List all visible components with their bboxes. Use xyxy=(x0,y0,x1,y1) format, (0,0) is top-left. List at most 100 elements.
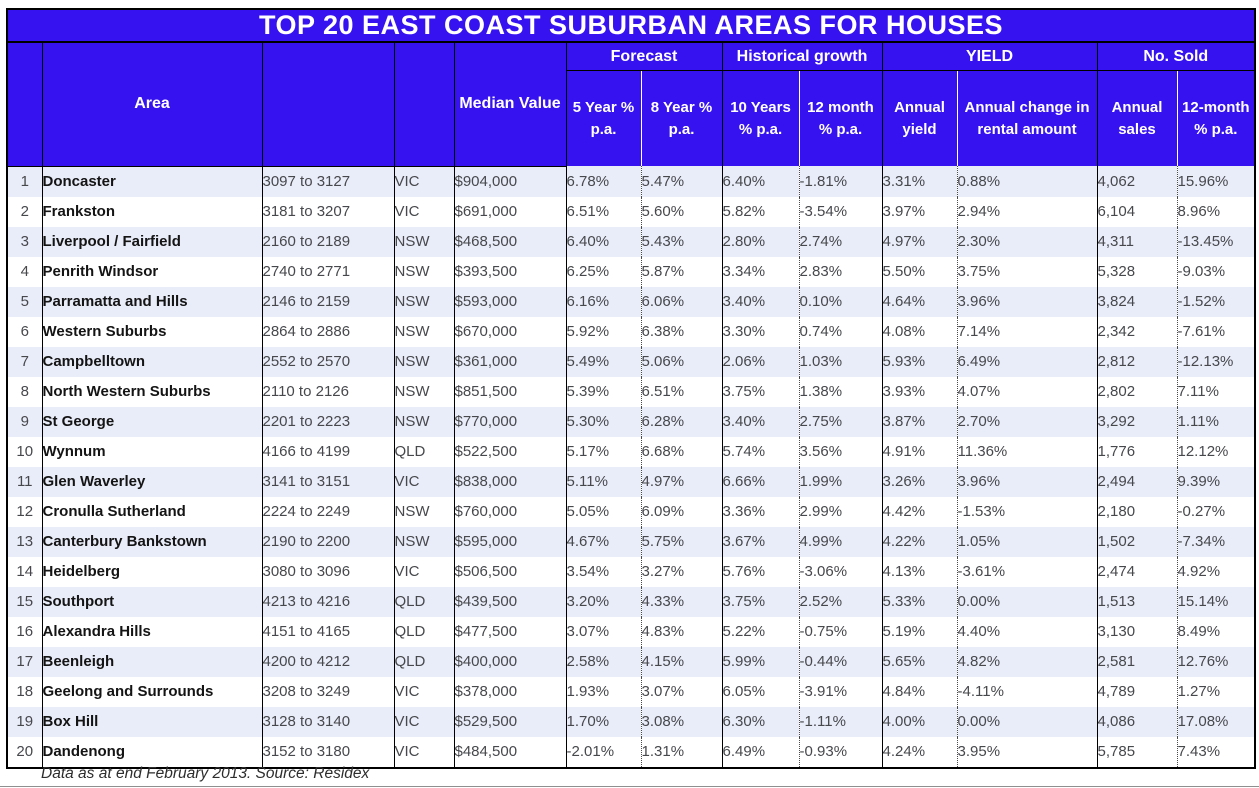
forecast-8yr-cell: 5.06% xyxy=(641,346,723,377)
state-cell: VIC xyxy=(394,556,455,587)
forecast-8yr-cell: 4.97% xyxy=(641,466,723,497)
forecast-8yr-cell: 3.08% xyxy=(641,706,723,737)
median-value-cell: $529,500 xyxy=(454,706,567,737)
rental-change-cell: 1.05% xyxy=(957,526,1098,557)
state-cell: NSW xyxy=(394,316,455,347)
forecast-5yr-cell: 2.58% xyxy=(566,646,642,677)
rank-cell: 16 xyxy=(7,616,43,647)
growth-10yr-cell: 3.75% xyxy=(722,586,800,617)
postcode-range-cell: 4213 to 4216 xyxy=(262,586,395,617)
sold-12mo-cell: 8.49% xyxy=(1177,623,1221,640)
group-header-no-sold: No. Sold xyxy=(1097,42,1256,71)
growth-12mo-cell: -3.91% xyxy=(799,676,883,707)
annual-yield-cell: 3.93% xyxy=(882,376,958,407)
rental-change-cell: 3.95% xyxy=(957,736,1098,768)
annual-yield-cell: 4.91% xyxy=(882,436,958,467)
rental-change-cell: 3.96% xyxy=(957,286,1098,317)
forecast-5yr-cell: 5.39% xyxy=(566,376,642,407)
growth-10yr-cell: 5.76% xyxy=(722,556,800,587)
annual-yield-cell: 3.87% xyxy=(882,406,958,437)
postcode-range-cell: 4166 to 4199 xyxy=(262,436,395,467)
annual-sales-cell: 1,776 xyxy=(1097,436,1178,467)
annual-sales-cell: 1,502 xyxy=(1097,526,1178,557)
area-cell: Wynnum xyxy=(42,436,263,467)
postcode-range-cell: 2224 to 2249 xyxy=(262,496,395,527)
group-header-row: Area Median Value Forecast Historical gr… xyxy=(7,42,1256,167)
annual-sales-cell: 2,494 xyxy=(1097,466,1178,497)
median-value-cell: $595,000 xyxy=(454,526,567,557)
forecast-8yr-cell: 3.27% xyxy=(641,556,723,587)
area-cell: Western Suburbs xyxy=(42,316,263,347)
table-row: 15 Southport 4213 to 4216 QLD $439,500 3… xyxy=(7,586,1256,617)
table-row: 1 Doncaster 3097 to 3127 VIC $904,000 6.… xyxy=(7,166,1256,197)
state-cell: NSW xyxy=(394,496,455,527)
area-cell: Box Hill xyxy=(42,706,263,737)
rank-cell: 10 xyxy=(7,436,43,467)
growth-10yr-cell: 5.74% xyxy=(722,436,800,467)
rank-cell: 1 xyxy=(7,166,43,197)
area-cell: Beenleigh xyxy=(42,646,263,677)
annual-yield-cell: 4.00% xyxy=(882,706,958,737)
forecast-5yr-cell: 5.11% xyxy=(566,466,642,497)
forecast-8yr-cell: 6.68% xyxy=(641,436,723,467)
annual-sales-cell: 4,789 xyxy=(1097,676,1178,707)
sold-12mo-cell: -0.27% xyxy=(1177,503,1226,520)
forecast-8yr-cell: 5.60% xyxy=(641,196,723,227)
growth-12mo-cell: 4.99% xyxy=(799,526,883,557)
annual-yield-cell: 4.22% xyxy=(882,526,958,557)
area-cell: Doncaster xyxy=(42,166,263,197)
postcode-range-cell: 3141 to 3151 xyxy=(262,466,395,497)
growth-10yr-cell: 3.36% xyxy=(722,496,800,527)
median-value-cell: $522,500 xyxy=(454,436,567,467)
rental-change-cell: 7.14% xyxy=(957,316,1098,347)
annual-sales-cell: 2,342 xyxy=(1097,316,1178,347)
forecast-5yr-cell: 6.25% xyxy=(566,256,642,287)
postcode-range-cell: 3181 to 3207 xyxy=(262,196,395,227)
rank-cell: 9 xyxy=(7,406,43,437)
postcode-range-cell: 2552 to 2570 xyxy=(262,346,395,377)
group-header-historical-growth: Historical growth xyxy=(722,42,883,71)
col-header-5-year: 5 Year % p.a. xyxy=(566,70,642,166)
annual-sales-cell: 4,311 xyxy=(1097,226,1178,257)
growth-12mo-cell: -0.44% xyxy=(799,646,883,677)
sold-12mo-cell: 15.96% xyxy=(1177,172,1229,190)
growth-12mo-cell: 2.52% xyxy=(799,586,883,617)
forecast-5yr-cell: 6.51% xyxy=(566,196,642,227)
growth-12mo-cell: 0.10% xyxy=(799,286,883,317)
area-cell: Parramatta and Hills xyxy=(42,286,263,317)
forecast-8yr-cell: 3.07% xyxy=(641,676,723,707)
annual-sales-cell: 4,086 xyxy=(1097,706,1178,737)
table-row: 3 Liverpool / Fairfield 2160 to 2189 NSW… xyxy=(7,226,1256,257)
postcode-range-cell: 2160 to 2189 xyxy=(262,226,395,257)
postcode-range-cell: 4200 to 4212 xyxy=(262,646,395,677)
annual-sales-cell: 2,812 xyxy=(1097,346,1178,377)
annual-sales-cell: 6,104 xyxy=(1097,196,1178,227)
forecast-8yr-cell: 4.15% xyxy=(641,646,723,677)
rental-change-cell: 0.88% xyxy=(957,166,1098,197)
rank-cell: 12 xyxy=(7,496,43,527)
growth-12mo-cell: 2.75% xyxy=(799,406,883,437)
forecast-5yr-cell: 3.54% xyxy=(566,556,642,587)
growth-10yr-cell: 3.30% xyxy=(722,316,800,347)
table-row: 19 Box Hill 3128 to 3140 VIC $529,500 1.… xyxy=(7,706,1256,737)
area-cell: Penrith Windsor xyxy=(42,256,263,287)
growth-12mo-cell: 0.74% xyxy=(799,316,883,347)
sold-12mo-cell: 15.14% xyxy=(1177,593,1229,610)
growth-10yr-cell: 3.34% xyxy=(722,256,800,287)
annual-yield-cell: 4.97% xyxy=(882,226,958,257)
state-cell: VIC xyxy=(394,676,455,707)
forecast-5yr-cell: 6.40% xyxy=(566,226,642,257)
rental-change-cell: -3.61% xyxy=(957,556,1098,587)
area-cell: St George xyxy=(42,406,263,437)
median-value-cell: $484,500 xyxy=(454,736,567,768)
median-value-column-header: Median Value xyxy=(454,42,567,167)
median-value-cell: $400,000 xyxy=(454,646,567,677)
annual-sales-cell: 5,785 xyxy=(1097,736,1178,768)
state-cell: VIC xyxy=(394,736,455,768)
annual-yield-cell: 4.13% xyxy=(882,556,958,587)
col-header-annual-sales: Annual sales xyxy=(1097,70,1178,166)
table-title: TOP 20 EAST COAST SUBURBAN AREAS FOR HOU… xyxy=(7,9,1256,43)
growth-12mo-cell: 1.38% xyxy=(799,376,883,407)
table-row: 10 Wynnum 4166 to 4199 QLD $522,500 5.17… xyxy=(7,436,1255,467)
annual-sales-cell: 2,474 xyxy=(1097,556,1178,587)
